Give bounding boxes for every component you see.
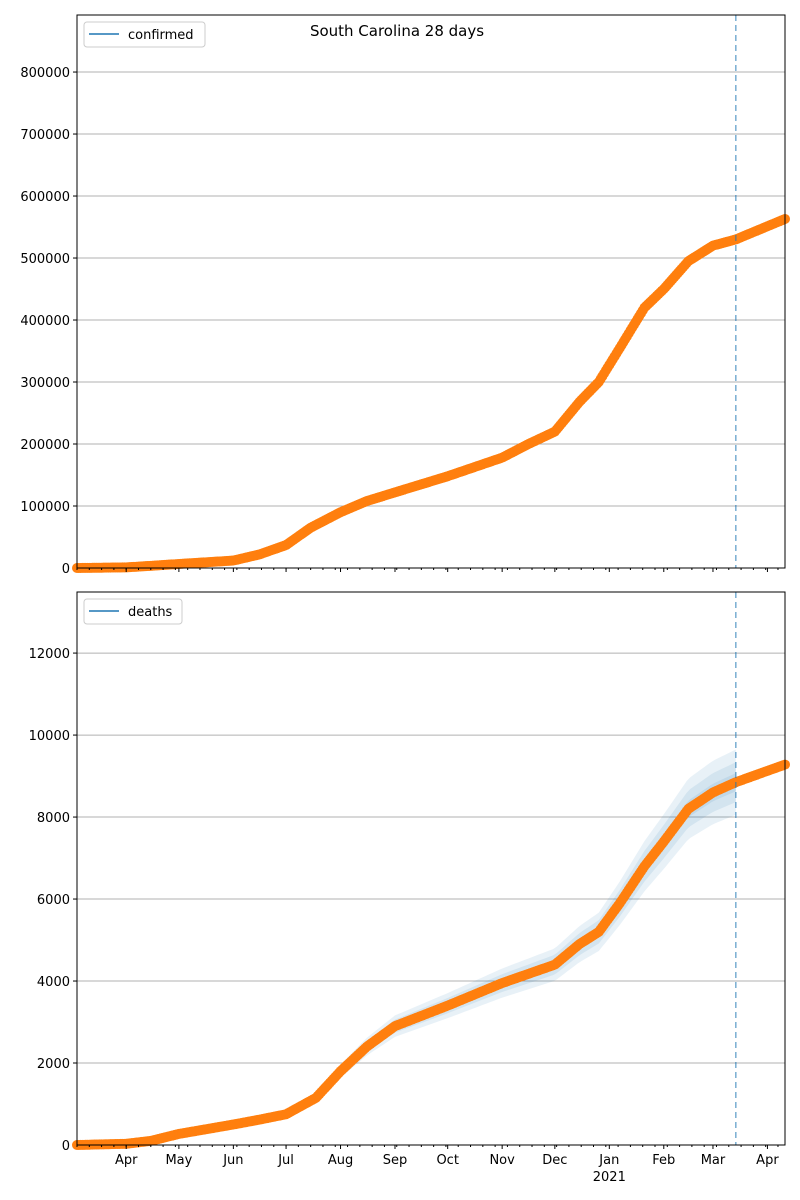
y-tick-label: 2000 — [37, 1057, 70, 1072]
legend-box — [83, 598, 183, 625]
legend-label: confirmed — [128, 28, 194, 43]
chart-title: South Carolina 28 days — [310, 22, 484, 40]
y-tick-label: 300000 — [20, 376, 70, 391]
y-tick-label: 700000 — [20, 128, 70, 143]
x-tick-label: Mar — [701, 1153, 726, 1168]
x-tick-label: Jan — [598, 1153, 619, 1168]
y-tick-label: 6000 — [37, 893, 70, 908]
y-tick-label: 500000 — [20, 252, 70, 267]
x-tick-label: Nov — [489, 1153, 515, 1168]
y-tick-label: 4000 — [37, 975, 70, 990]
x-tick-label: Apr — [756, 1153, 779, 1168]
x-tick-label: May — [165, 1153, 192, 1168]
y-tick-label: 400000 — [20, 314, 70, 329]
x-tick-label: Feb — [652, 1153, 675, 1168]
legend-label: deaths — [128, 605, 173, 620]
y-tick-label: 200000 — [20, 438, 70, 453]
axes-frame — [76, 14, 786, 569]
confirmed-axes: 0 100000 200000 300000 400000 500000 600000 700… — [20, 14, 790, 577]
y-tick-label: 8000 — [37, 811, 70, 826]
x-tick-label: Dec — [542, 1153, 567, 1168]
y-tick-label: 12000 — [29, 647, 70, 662]
deaths-axes: 0 2000 4000 6000 8000 10000 12000 Apr May Jun Jul A… — [29, 591, 790, 1185]
y-tick-label: 0 — [62, 562, 70, 577]
x-tick-label: Oct — [436, 1153, 458, 1168]
y-tick-label: 100000 — [20, 500, 70, 515]
y-tick-label: 10000 — [29, 729, 70, 744]
y-tick-label: 800000 — [20, 66, 70, 81]
x-tick-label: Aug — [328, 1153, 353, 1168]
x-tick-label: Apr — [115, 1153, 138, 1168]
x-year-label: 2021 — [593, 1170, 626, 1185]
axes-frame — [76, 591, 786, 1146]
legend-box — [83, 21, 206, 48]
y-tick-label: 600000 — [20, 190, 70, 205]
x-tick-label: Jul — [277, 1153, 294, 1168]
x-tick-label: Jun — [222, 1153, 243, 1168]
y-tick-label: 0 — [62, 1139, 70, 1154]
x-tick-label: Sep — [383, 1153, 408, 1168]
